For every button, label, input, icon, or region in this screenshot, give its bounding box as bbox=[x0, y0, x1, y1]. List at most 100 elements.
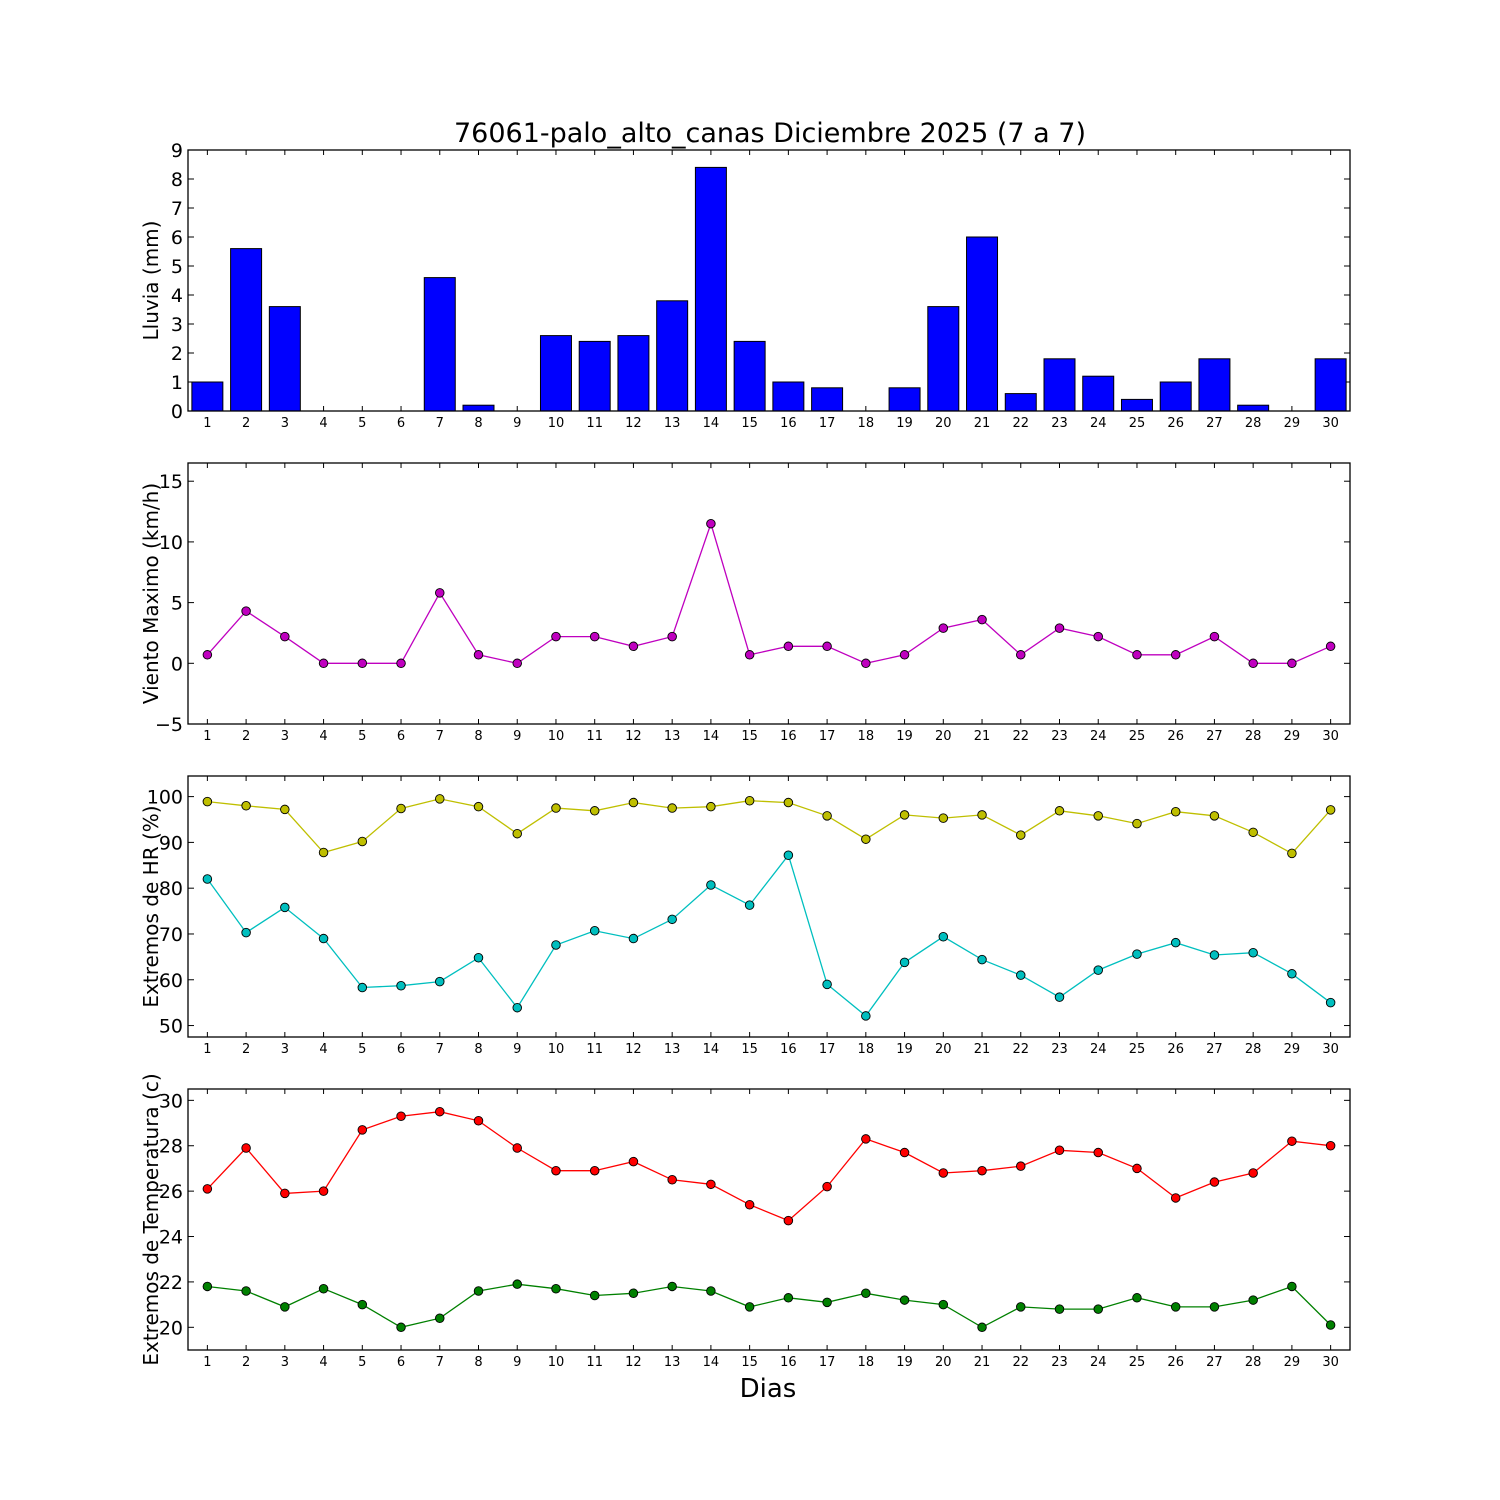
series-1-point-day-27 bbox=[1209, 1177, 1220, 1187]
x-tick-label: 9 bbox=[513, 1042, 521, 1057]
series-1-point-day-13 bbox=[667, 803, 677, 813]
x-tick-label: 14 bbox=[703, 416, 720, 431]
x-tick-label: 19 bbox=[896, 416, 913, 431]
x-tick-label: 18 bbox=[858, 729, 875, 744]
series-2-point-day-1 bbox=[202, 1281, 213, 1292]
x-tick-label: 25 bbox=[1129, 1355, 1146, 1370]
series-1-point-day-8 bbox=[473, 650, 484, 660]
x-tick-label: 2 bbox=[242, 1042, 250, 1057]
series-1-point-day-13 bbox=[667, 631, 677, 642]
series-2-point-day-4 bbox=[318, 1283, 329, 1294]
x-tick-label: 7 bbox=[436, 729, 444, 744]
x-tick-label: 20 bbox=[935, 416, 952, 431]
series-2-point-day-12 bbox=[628, 1288, 639, 1299]
series-2-point-day-20 bbox=[938, 931, 949, 942]
series-line-2 bbox=[207, 1283, 1332, 1329]
bar-day-28 bbox=[1237, 404, 1270, 412]
y-tick-label: 2 bbox=[171, 343, 183, 365]
x-tick-label: 25 bbox=[1129, 729, 1146, 744]
series-2-point-day-18 bbox=[861, 1011, 871, 1021]
y-tick-label: 70 bbox=[159, 924, 183, 946]
series-1-point-day-12 bbox=[628, 797, 639, 808]
series-1-point-day-1 bbox=[202, 796, 213, 807]
x-tick-label: 12 bbox=[625, 1355, 642, 1370]
series-line-1 bbox=[207, 798, 1332, 855]
x-tick-label: 16 bbox=[780, 1355, 797, 1370]
x-tick-label: 17 bbox=[819, 1042, 836, 1057]
x-tick-label: 4 bbox=[319, 416, 327, 431]
bar-day-12 bbox=[617, 335, 650, 412]
series-1-point-day-4 bbox=[318, 658, 329, 669]
y-tick-label: −5 bbox=[155, 714, 183, 736]
x-tick-label: 7 bbox=[436, 1042, 444, 1057]
x-tick-label: 11 bbox=[586, 729, 603, 744]
x-tick-label: 27 bbox=[1206, 1042, 1223, 1057]
series-2-point-day-29 bbox=[1287, 1281, 1297, 1292]
bar-day-8 bbox=[462, 404, 495, 412]
series-1-point-day-6 bbox=[396, 1111, 406, 1121]
x-tick-label: 15 bbox=[741, 416, 758, 431]
series-1-point-day-10 bbox=[551, 631, 561, 642]
bar-day-22 bbox=[1004, 393, 1037, 412]
x-tick-label: 3 bbox=[281, 1042, 289, 1057]
plot-frame bbox=[187, 462, 1351, 725]
y-tick-label: 5 bbox=[171, 256, 183, 278]
series-1-point-day-15 bbox=[744, 650, 755, 660]
series-2-point-day-10 bbox=[551, 940, 561, 950]
series-1-point-day-25 bbox=[1132, 818, 1142, 829]
x-tick-label: 1 bbox=[203, 1042, 211, 1057]
x-tick-label: 27 bbox=[1206, 1355, 1223, 1370]
bar-day-11 bbox=[578, 340, 611, 412]
x-tick-label: 27 bbox=[1206, 416, 1223, 431]
series-1-point-day-8 bbox=[473, 1116, 484, 1126]
x-tick-label: 26 bbox=[1167, 1355, 1184, 1370]
bar-day-26 bbox=[1159, 381, 1192, 412]
series-2-point-day-7 bbox=[435, 976, 445, 987]
series-1-point-day-30 bbox=[1325, 1140, 1336, 1151]
series-2-point-day-16 bbox=[783, 850, 794, 860]
x-tick-label: 29 bbox=[1284, 1355, 1301, 1370]
series-1-point-day-18 bbox=[861, 834, 871, 844]
x-axis-label: Dias bbox=[740, 1374, 797, 1404]
series-1-point-day-23 bbox=[1054, 1145, 1065, 1156]
bar-day-23 bbox=[1043, 358, 1076, 412]
series-1-point-day-30 bbox=[1325, 805, 1336, 815]
y-tick-label: 6 bbox=[171, 227, 183, 249]
series-1-point-day-6 bbox=[396, 658, 406, 669]
series-1-point-day-14 bbox=[706, 801, 716, 812]
y-tick-label: 5 bbox=[171, 593, 183, 615]
x-tick-label: 26 bbox=[1167, 416, 1184, 431]
x-tick-label: 11 bbox=[586, 1355, 603, 1370]
bar-day-2 bbox=[230, 248, 263, 412]
bar-day-20 bbox=[927, 306, 960, 412]
x-tick-label: 13 bbox=[664, 729, 681, 744]
series-2-point-day-12 bbox=[628, 933, 639, 944]
series-2-point-day-1 bbox=[202, 874, 213, 884]
bar-day-14 bbox=[694, 166, 727, 412]
x-tick-label: 13 bbox=[664, 1355, 681, 1370]
bar-day-30 bbox=[1314, 358, 1347, 412]
series-1-point-day-14 bbox=[706, 518, 716, 529]
x-tick-label: 16 bbox=[780, 729, 797, 744]
x-tick-label: 25 bbox=[1129, 1042, 1146, 1057]
series-1-point-day-7 bbox=[435, 794, 445, 804]
y-tick-label: 8 bbox=[171, 169, 183, 191]
series-2-point-day-16 bbox=[783, 1293, 794, 1303]
series-2-point-day-25 bbox=[1132, 949, 1142, 959]
x-tick-label: 23 bbox=[1051, 1355, 1068, 1370]
y-tick-label: 100 bbox=[147, 787, 183, 809]
x-tick-label: 30 bbox=[1322, 729, 1339, 744]
x-tick-label: 24 bbox=[1090, 729, 1107, 744]
series-1-point-day-22 bbox=[1016, 650, 1026, 660]
series-1-point-day-25 bbox=[1132, 650, 1142, 660]
x-tick-label: 18 bbox=[858, 1042, 875, 1057]
x-tick-label: 12 bbox=[625, 729, 642, 744]
y-tick-label: 22 bbox=[159, 1272, 183, 1294]
bar-day-16 bbox=[772, 381, 805, 412]
x-tick-label: 3 bbox=[281, 416, 289, 431]
x-tick-label: 19 bbox=[896, 1355, 913, 1370]
y-tick-label: 24 bbox=[159, 1227, 183, 1249]
